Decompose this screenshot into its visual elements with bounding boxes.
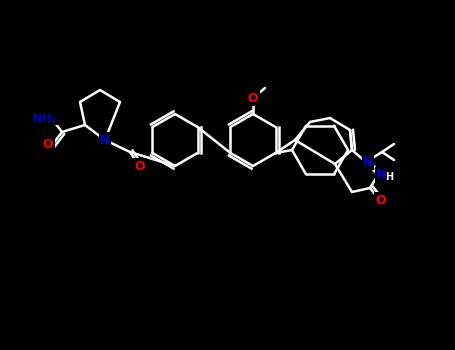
Text: O: O [135,160,145,173]
Text: N: N [363,155,373,168]
Text: NH₂: NH₂ [33,114,57,124]
Text: H: H [385,172,393,182]
Text: O: O [43,139,53,152]
Text: N: N [100,133,110,147]
Text: N: N [100,133,110,147]
Text: O: O [248,91,258,105]
Text: NH₂: NH₂ [33,114,57,124]
Text: N: N [376,168,386,182]
Text: O: O [376,194,386,206]
